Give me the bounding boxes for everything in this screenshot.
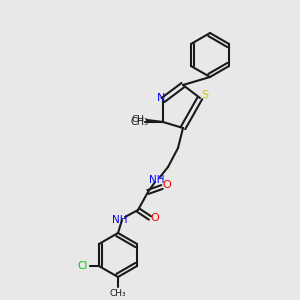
- Text: CH₃: CH₃: [132, 115, 148, 124]
- Text: N: N: [157, 93, 165, 103]
- Text: NH: NH: [149, 175, 165, 185]
- Text: S: S: [201, 90, 208, 100]
- Text: CH₃: CH₃: [110, 290, 126, 298]
- Text: NH: NH: [112, 215, 128, 225]
- Text: O: O: [151, 213, 159, 223]
- Text: CH₃: CH₃: [131, 117, 149, 127]
- Text: Cl: Cl: [78, 261, 88, 271]
- Text: O: O: [163, 180, 171, 190]
